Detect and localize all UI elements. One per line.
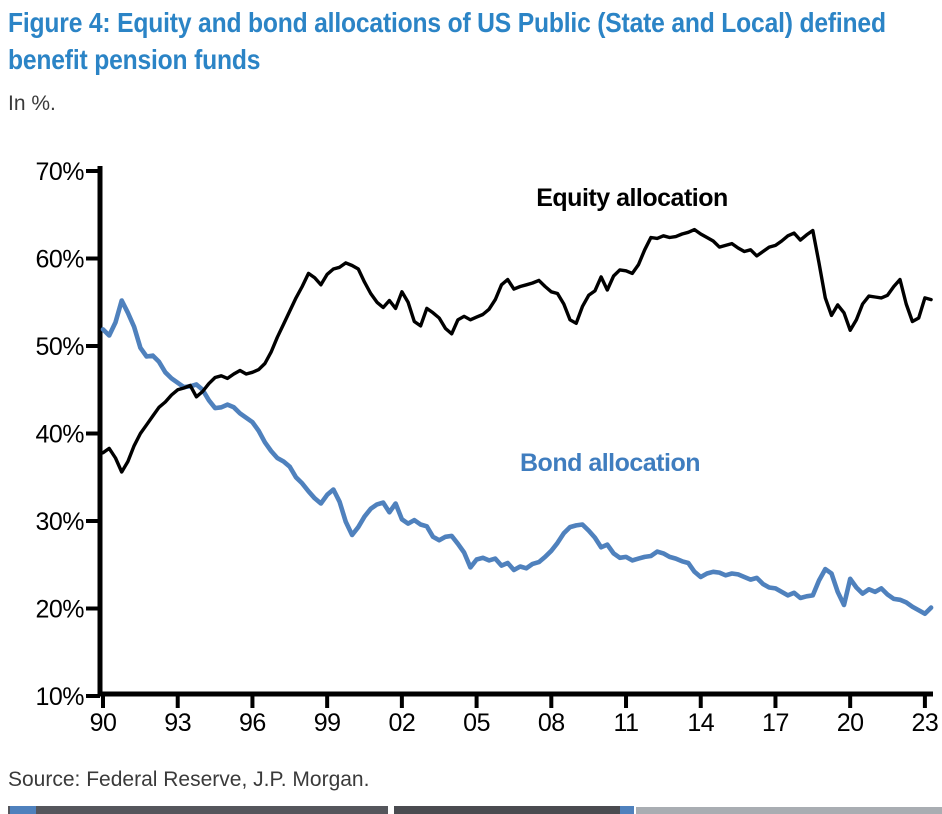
cutoff-text-sliver	[636, 807, 942, 814]
figure-title: Figure 4: Equity and bond allocations of…	[8, 7, 886, 75]
x-tick-label: 14	[687, 709, 714, 737]
source-note: Source: Federal Reserve, J.P. Morgan.	[8, 768, 370, 791]
x-tick-label: 93	[164, 709, 191, 737]
x-tick-label: 20	[837, 709, 864, 737]
x-tick-label: 23	[911, 709, 938, 737]
x-tick-label: 11	[614, 709, 639, 737]
x-tick-label: 99	[314, 709, 341, 737]
y-tick-label: 60%	[35, 246, 84, 274]
equity-allocation-line	[101, 227, 933, 474]
x-tick-label: 96	[239, 709, 266, 737]
y-tick-label: 40%	[35, 421, 84, 449]
x-tick-label: 90	[90, 709, 117, 737]
figure-subtitle: In %.	[8, 92, 56, 115]
bond-allocation-line	[100, 298, 934, 617]
cutoff-text-sliver	[10, 806, 36, 814]
y-tick-label: 10%	[35, 683, 84, 711]
equity-allocation-label: Equity allocation	[536, 184, 728, 212]
x-tick-label: 17	[762, 709, 789, 737]
cutoff-text-sliver	[620, 806, 634, 814]
y-tick-label: 50%	[35, 333, 84, 361]
bond-allocation-label: Bond allocation	[520, 449, 700, 477]
y-tick-label: 30%	[35, 508, 84, 536]
x-tick-label: 05	[463, 709, 490, 737]
y-tick-label: 70%	[35, 158, 84, 186]
x-tick-label: 08	[538, 709, 565, 737]
cutoff-text-sliver	[8, 806, 388, 814]
cutoff-text-sliver	[394, 806, 626, 814]
y-tick-label: 20%	[35, 596, 84, 624]
x-tick-label: 02	[388, 709, 415, 737]
